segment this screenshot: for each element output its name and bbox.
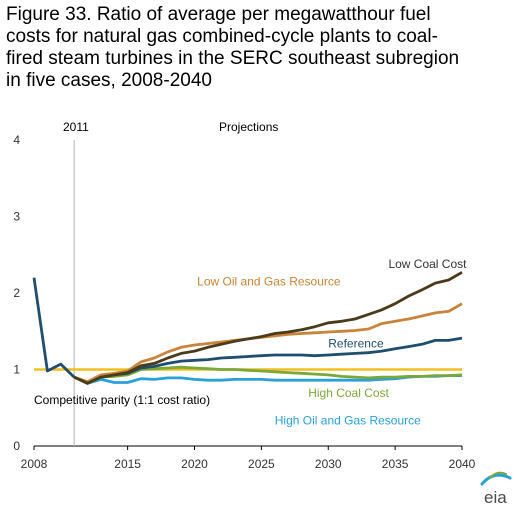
x-tick-label: 2020 [181,457,208,471]
title-line-2: costs for natural gas combined-cycle pla… [6,26,438,47]
series-line-high-coal-cost [73,365,463,385]
series-line-high-oil-gas [73,374,462,385]
y-tick-label: 0 [13,439,20,453]
projections-label: Projections [219,120,278,134]
series-line-reference [73,336,463,384]
eia-logo: eia [480,471,512,507]
y-tick-label: 4 [13,133,20,147]
eia-logo-swoosh [480,473,512,486]
annotations: 2011 Projections Competitive parity (1:1… [34,120,278,407]
history-line [32,277,76,379]
eia-logo-leaf [489,471,507,479]
series-label-high-coal-cost: High Coal Cost [308,386,389,400]
x-tick-label: 2030 [315,457,342,471]
title-line-4: in five cases, 2008-2040 [6,70,212,91]
x-tick-label: 2040 [449,457,476,471]
y-tick-label: 1 [13,363,20,377]
x-tick-label: 2008 [21,457,48,471]
y-tick-label: 2 [13,286,20,300]
year-2011-label: 2011 [63,120,89,134]
parity-label: Competitive parity (1:1 cost ratio) [34,393,210,407]
series-line-low-coal-cost [73,271,463,385]
series-lines [32,271,463,385]
series-label-reference: Reference [328,336,384,350]
series-labels: Low Coal Cost Low Oil and Gas Resource Ref… [197,257,467,428]
series-line-low-oil-gas [73,302,463,384]
chart-axes: 2008 2015 2020 2025 2030 2035 2040 0 1 2 3 4 [13,133,475,471]
series-label-high-oil-gas: High Oil and Gas Resource [275,414,421,428]
series-label-low-oil-gas: Low Oil and Gas Resource [197,274,341,288]
eia-logo-text: eia [484,488,507,507]
x-tick-label: 2035 [382,457,409,471]
title-line-3: fired steam turbines in the SERC southea… [6,48,460,69]
x-tick-label: 2015 [114,457,141,471]
series-label-low-coal-cost: Low Coal Cost [388,257,467,271]
y-tick-label: 3 [13,210,20,224]
x-tick-label: 2025 [248,457,275,471]
chart-title: Figure 33. Ratio of average per megawatt… [6,4,506,92]
title-line-1: Figure 33. Ratio of average per megawatt… [6,4,431,25]
